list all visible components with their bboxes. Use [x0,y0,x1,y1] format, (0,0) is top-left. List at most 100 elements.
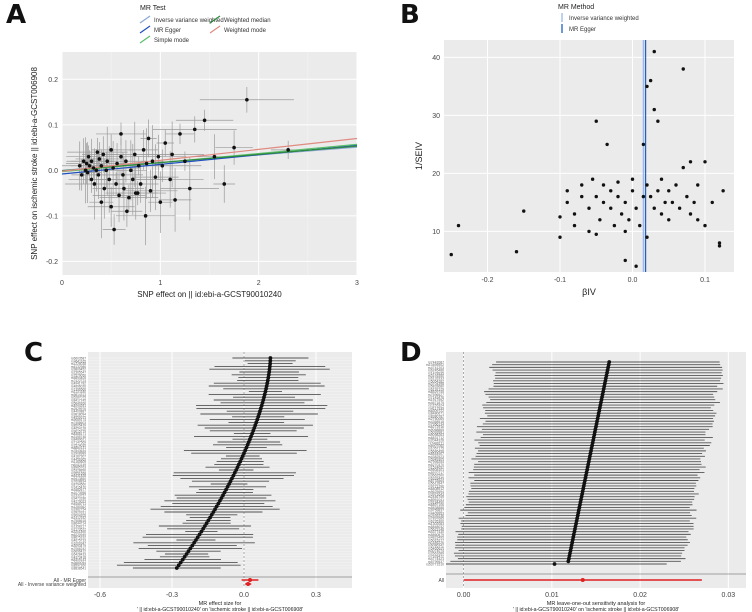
snp-label: rs9068865 [428,428,444,432]
data-point [659,212,664,216]
snp-label: rs9551658 [71,471,86,475]
x-tick-label: 3 [355,280,359,287]
snp-label: rs6333449 [428,476,444,480]
data-point [183,159,187,164]
snp-label: rs2173572 [71,527,86,531]
data-point [630,177,635,181]
snp-label: rs5949305 [428,457,444,461]
snp-estimate [211,510,216,514]
y-axis-label: 1/SEIV [414,142,424,170]
snp-label: rs8309143 [71,558,86,562]
data-point [95,150,100,154]
snp-label: rs5799537 [428,560,444,564]
legend-key [139,15,151,24]
snp-label: rs8417245 [71,399,86,403]
y-tick-label: 30 [432,113,440,120]
snp-label: rs9814313 [71,393,86,397]
data-point [109,148,113,152]
x-axis-label: βIV [582,287,596,297]
data-point [156,154,161,159]
panel-label-c: C [24,338,44,368]
snp-label: rs6133333 [428,377,444,381]
snp-label: rs4559375 [71,415,86,419]
snp-label: rs1396566 [71,387,86,391]
snp-label: rs4823495 [428,536,444,540]
snp-label: rs1160609 [71,460,86,464]
data-point [598,218,602,222]
snp-label: rs7596527 [428,393,444,397]
snp-label: rs7843634 [71,449,86,453]
snp-label: rs7066242 [71,547,86,551]
data-point [170,152,174,157]
snp-label: rs2446759 [428,495,444,499]
mr-line [61,137,358,172]
data-point [612,223,617,228]
data-point [659,177,664,181]
snp-label: rs3662500 [428,474,444,478]
data-point [609,189,613,193]
data-point [105,159,110,164]
snp-label: rs5287075 [71,396,86,400]
snp-label: rs4377430 [428,530,444,534]
snp-label: rs6192129 [428,387,444,391]
snp-estimate [201,526,206,531]
snp-label: rs9184490 [428,501,444,505]
snp-label: rs5833680 [428,385,444,389]
snp-estimate [208,515,212,520]
y-tick-label: 40 [432,55,440,62]
snp-label: rs5015277 [428,538,444,542]
snp-label: rs7995254 [428,460,444,464]
snp-estimate [186,549,191,554]
data-point [590,177,595,181]
data-point [565,200,569,205]
legend-label: MR Egger [569,27,596,33]
snp-label: rs5093981 [428,431,444,435]
data-point [148,189,153,193]
snp-label: rs3582677 [71,488,86,492]
data-point [129,168,133,173]
snp-label: rs4270023 [71,499,86,503]
snp-label: rs7588618 [71,519,86,523]
snp-label: rs10496902 [426,363,444,367]
snp-label: rs6168711 [71,502,86,506]
mr-line [61,145,358,172]
snp-label: rs9508101 [428,468,444,472]
snp-label: rs2661689 [428,552,444,556]
snp-label: rs7458603 [71,421,86,425]
chart-a: 0 1 2 3 0.2 0.1 0.0 -0.1 -0.2 SNP effect on || id… [30,5,359,299]
snp-label: rs5623148 [428,527,444,531]
snp-estimate [225,484,230,489]
snp-label: rs3704398 [428,382,444,386]
snp-label: rs8644714 [71,522,86,526]
plot-background [444,40,734,272]
snp-estimate [204,521,209,526]
snp-label: rs1073958 [71,491,86,495]
data-point [634,206,638,210]
panel-label-b: B [400,0,420,30]
snp-label: rs3920331 [71,511,86,515]
snp-label: rs8985763 [71,466,86,470]
snp-label: rs1280362 [71,505,86,509]
snp-label: rs6245486 [428,369,444,373]
data-point [587,206,591,210]
snp-label: rs4187307 [71,455,86,459]
data-point [99,163,104,168]
panel-label-d: D [400,338,422,368]
x-tick-label: 0.0 [628,277,638,284]
snp-estimate [174,566,179,570]
data-point [121,173,125,177]
loo-estimate [552,562,557,566]
snp-label: rs4896026 [71,385,86,389]
data-point [96,173,101,177]
summary-estimate [246,582,251,586]
snp-label: rs2044328 [428,439,444,443]
snp-estimate [178,560,183,565]
legend-key [209,25,221,34]
snp-estimate [203,524,207,528]
data-point [594,232,598,236]
loo-estimate [566,559,571,564]
snp-label: rs8272916 [428,425,444,429]
data-point [587,229,591,234]
data-point [616,180,620,184]
snp-label: rs9098263 [428,433,444,437]
